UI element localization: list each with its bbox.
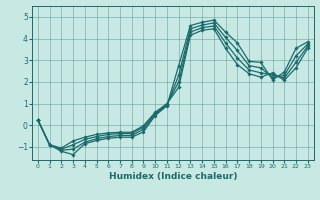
X-axis label: Humidex (Indice chaleur): Humidex (Indice chaleur): [108, 172, 237, 181]
